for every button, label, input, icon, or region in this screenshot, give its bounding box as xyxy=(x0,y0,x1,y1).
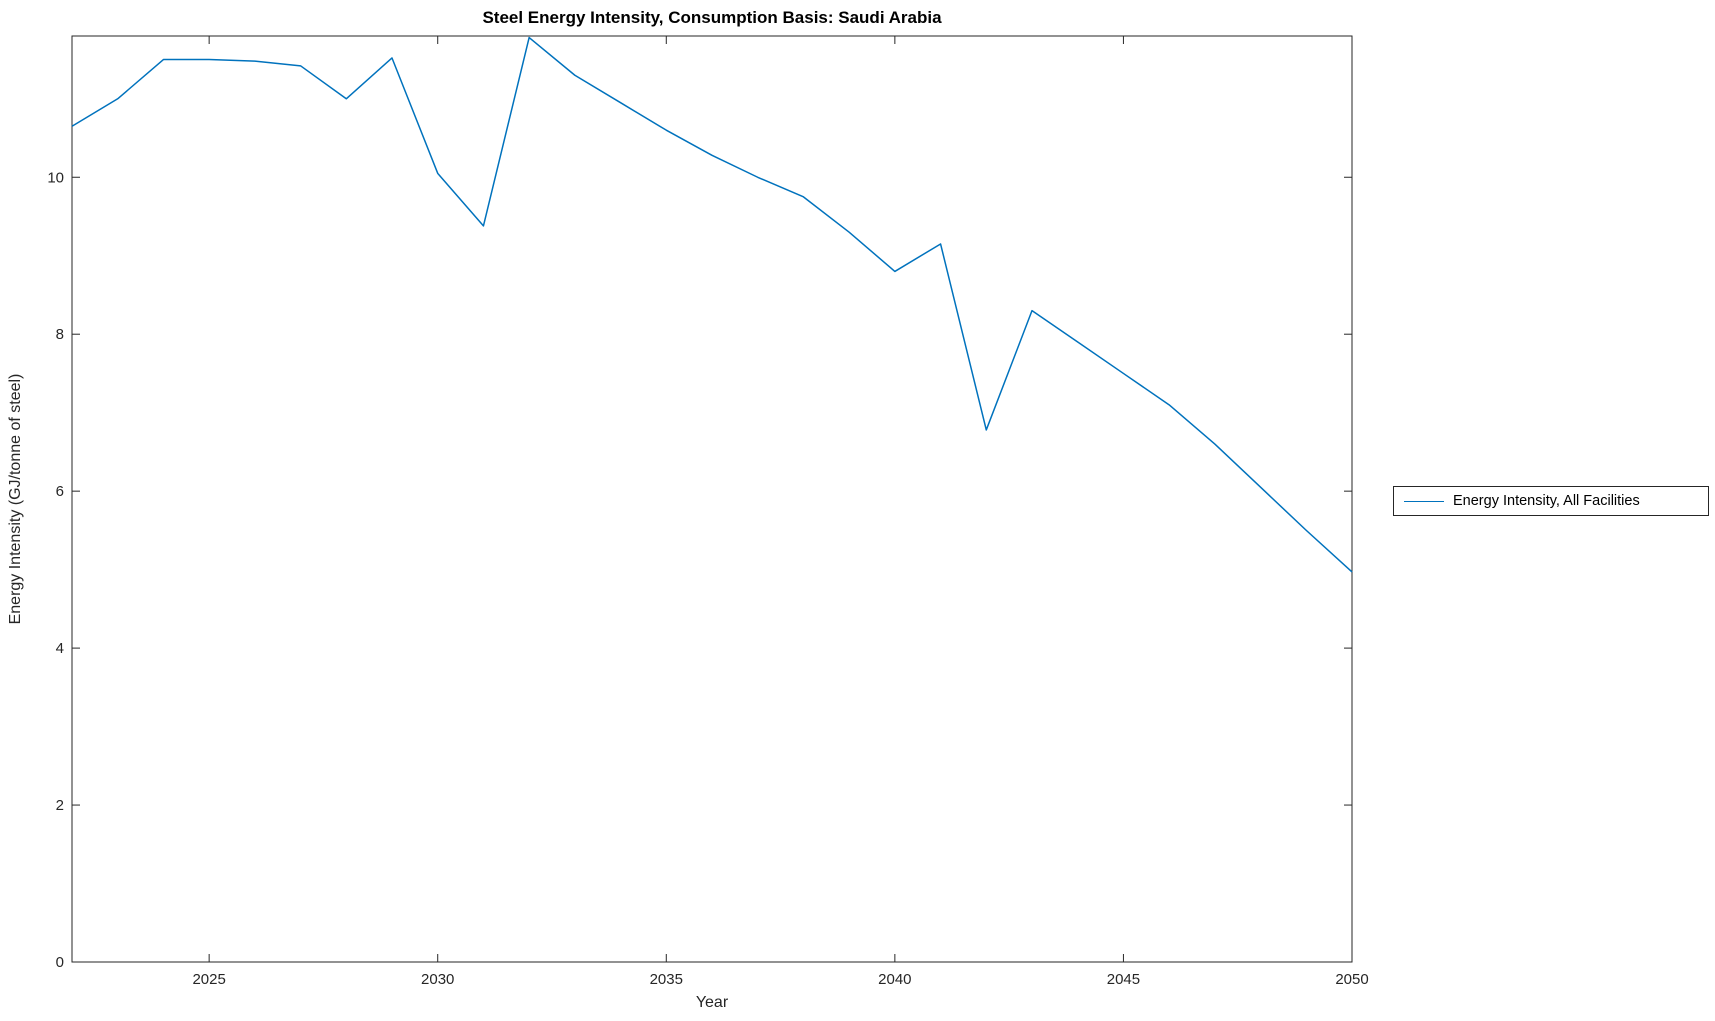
x-axis-label: Year xyxy=(695,994,729,1011)
x-tick-label: 2030 xyxy=(421,971,454,988)
legend-line-sample-icon xyxy=(1404,500,1444,502)
data-line xyxy=(71,36,1353,573)
x-tick-label: 2040 xyxy=(878,971,911,988)
legend-entry-label: Energy Intensity, All Facilities xyxy=(1453,493,1640,509)
chart-title: Steel Energy Intensity, Consumption Basi… xyxy=(482,8,942,27)
y-tick-label: 6 xyxy=(56,483,64,500)
legend: Energy Intensity, All Facilities xyxy=(1393,486,1709,516)
x-tick-label: 2035 xyxy=(650,971,683,988)
y-tick-label: 10 xyxy=(47,169,64,186)
y-tick-label: 8 xyxy=(56,326,64,343)
y-tick-label: 4 xyxy=(56,640,64,657)
x-tick-label: 2025 xyxy=(192,971,225,988)
y-tick-label: 2 xyxy=(56,797,64,814)
y-tick-label: 0 xyxy=(56,954,64,971)
x-tick-label: 2050 xyxy=(1335,971,1368,988)
axes-box xyxy=(71,35,1353,963)
x-tick-label: 2045 xyxy=(1107,971,1140,988)
